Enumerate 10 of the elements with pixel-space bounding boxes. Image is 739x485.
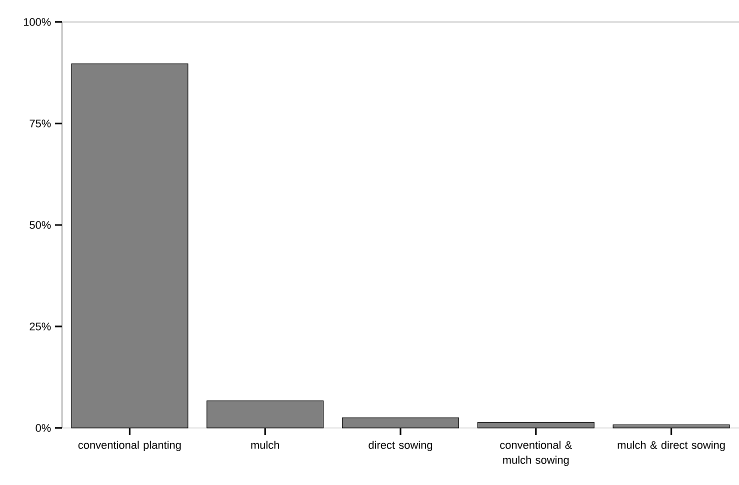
y-tick-label: 0% (36, 424, 51, 432)
y-tick-label: 100% (24, 18, 51, 26)
y-tick-label: 75% (30, 120, 51, 128)
x-tick-label: mulch (251, 440, 279, 449)
x-tick-label: mulch & direct sowing (618, 440, 725, 452)
y-tick-label: 25% (30, 322, 51, 330)
x-tick-label: conventional & mulch sowing (500, 440, 572, 466)
x-tick-label: direct sowing (368, 440, 432, 452)
x-tick-label: conventional planting (78, 440, 181, 452)
y-tick-label: 50% (30, 221, 51, 229)
